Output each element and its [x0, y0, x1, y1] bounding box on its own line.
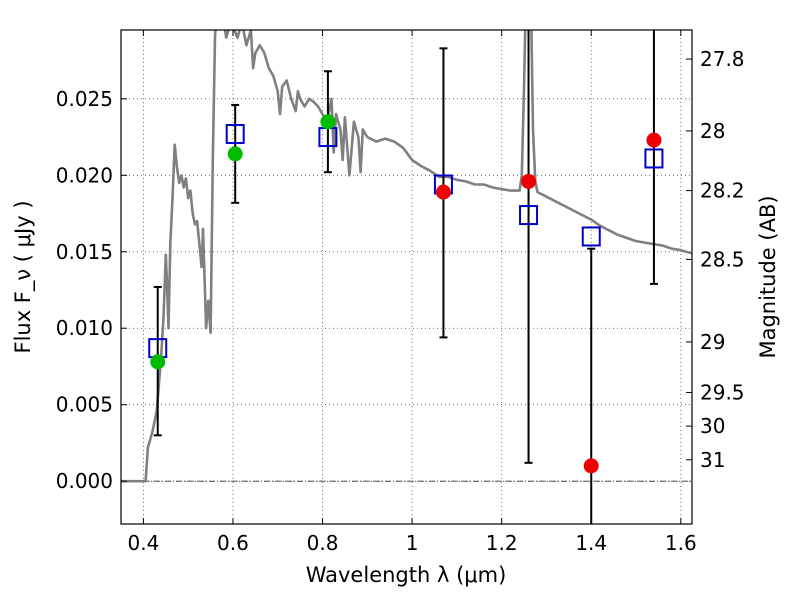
y2-tick-label: 28.5 [700, 247, 745, 271]
axes: 0.4 0.6 0.8 1 1.2 1.4 1.6 0.000 0.005 0.010 0.015 0… [56, 30, 745, 555]
x-axis-title: Wavelength λ (μm) [306, 563, 507, 587]
y-tick-label: 0.020 [56, 163, 113, 187]
y-axis-title: Flux F_ν ( μJy ) [11, 200, 36, 353]
x-tick-label: 0.6 [217, 531, 249, 555]
observed-flux-point [227, 146, 243, 162]
x-tick-label: 0.4 [127, 531, 159, 555]
y-tick-label: 0.025 [56, 87, 113, 111]
y2-tick-label: 27.8 [700, 47, 745, 71]
model-flux-square [519, 205, 539, 226]
observed-flux-point [320, 114, 336, 130]
x-tick-label: 1.2 [486, 531, 518, 555]
y2-tick-label: 30 [700, 414, 725, 438]
y-tick-label: 0.015 [56, 240, 113, 264]
y-tick-label: 0.000 [56, 469, 113, 493]
observed-flux-point [150, 354, 166, 370]
observed-flux-point [646, 132, 662, 148]
y2-tick-label: 29.5 [700, 380, 745, 404]
model-flux-square [644, 148, 664, 169]
observed-flux-point [583, 458, 599, 474]
y2-tick-label: 29 [700, 330, 725, 354]
observed-flux-point [521, 173, 537, 189]
x-tick-label: 1.6 [665, 531, 697, 555]
model-flux-square [581, 226, 601, 247]
plot-area [121, 30, 692, 524]
plot-background [121, 30, 692, 524]
y2-axis-title: Magnitude (AB) [756, 195, 780, 358]
observed-flux-point [435, 184, 451, 200]
plot-frame [120, 29, 693, 525]
y2-tick-label: 31 [700, 448, 725, 472]
x-tick-label: 0.8 [307, 531, 339, 555]
model-spectrum-line [121, 30, 692, 483]
y-tick-label: 0.005 [56, 393, 113, 417]
y2-tick-label: 28.2 [700, 179, 745, 203]
y-tick-label: 0.010 [56, 316, 113, 340]
x-tick-label: 1.4 [575, 531, 607, 555]
x-tick-label: 1 [406, 531, 419, 555]
model-flux-square [225, 124, 245, 144]
y2-tick-label: 28 [700, 119, 725, 143]
